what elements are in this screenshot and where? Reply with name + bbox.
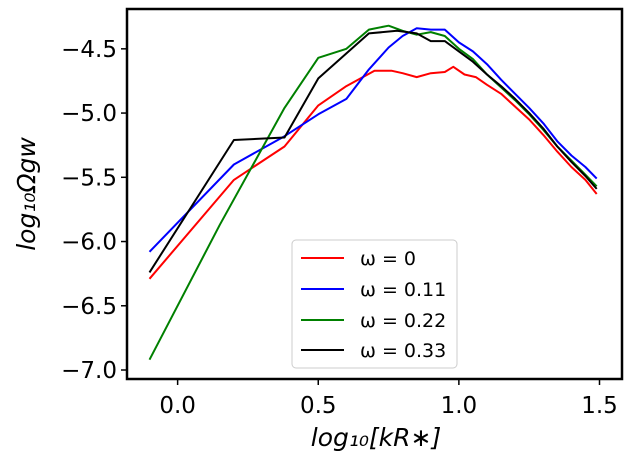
x-tick-label-2: 1.0: [441, 393, 478, 419]
y-tick-label-1: −5.0: [61, 101, 117, 127]
y-tick-label-0: −4.5: [61, 37, 117, 63]
x-tick-label-1: 0.5: [300, 393, 337, 419]
legend-label-2: ω = 0.22: [360, 310, 446, 332]
legend-label-3: ω = 0.33: [360, 340, 446, 362]
series-line-3: [148, 29, 598, 273]
legend-box: [291, 239, 458, 369]
plot-frame: [125, 7, 624, 381]
x-axis-label: log₁₀[kR∗]: [311, 423, 441, 452]
legend-label-0: ω = 0: [360, 248, 416, 270]
y-tick-label-5: −7.0: [61, 358, 117, 384]
legend-label-1: ω = 0.11: [360, 279, 446, 301]
y-axis-label: log₁₀Ωgw: [12, 137, 41, 251]
y-tick-label-4: −6.5: [61, 294, 117, 320]
series-line-0: [148, 65, 598, 280]
series-line-1: [148, 27, 598, 253]
y-axis-ticks: −4.5 −5.0 −5.5 −6.0 −6.5 −7.0: [61, 37, 127, 384]
x-tick-label-3: 1.5: [581, 393, 618, 419]
x-tick-label-0: 0.0: [159, 393, 196, 419]
series-layer: [148, 24, 598, 361]
y-tick-label-2: −5.5: [61, 165, 117, 191]
legend: ω = 0 ω = 0.11 ω = 0.22 ω = 0.33: [291, 239, 458, 369]
y-tick-label-3: −6.0: [61, 230, 117, 256]
x-axis-ticks: 0.0 0.5 1.0 1.5: [159, 379, 618, 419]
